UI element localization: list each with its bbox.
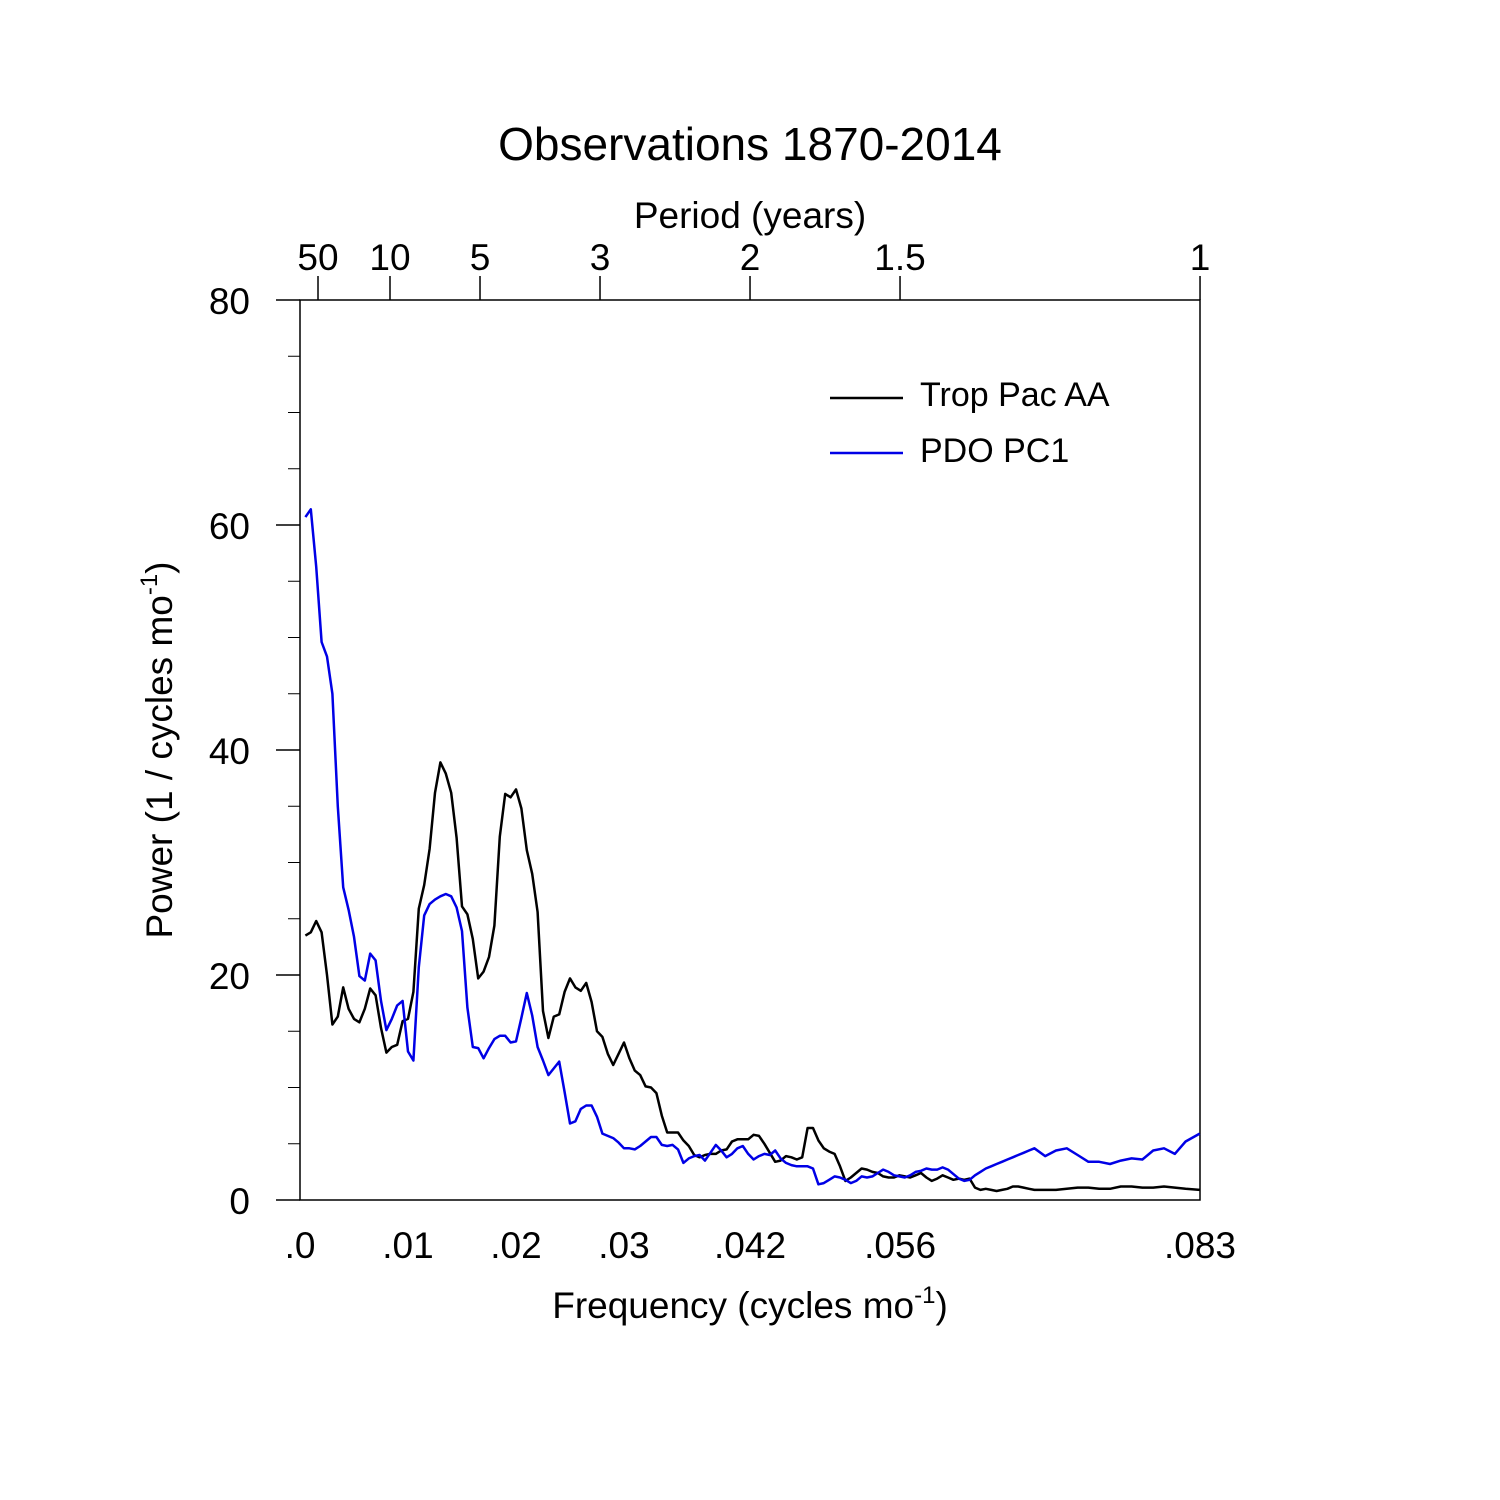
x-tick-label: .0 [285, 1225, 316, 1266]
x-tick-label: .01 [382, 1225, 433, 1266]
top-tick-label: 10 [369, 237, 410, 278]
top-tick-label: 2 [740, 237, 761, 278]
x-tick-label: .02 [490, 1225, 541, 1266]
series-line-pdo-pc1 [304, 508, 1201, 1186]
top-tick-label: 3 [590, 237, 611, 278]
y-tick-label: 0 [229, 1181, 250, 1222]
y-tick-label: 40 [209, 731, 250, 772]
x-tick-label: .03 [598, 1225, 649, 1266]
y-tick-label: 20 [209, 956, 250, 997]
y-tick-label: 80 [209, 281, 250, 322]
top-tick-label: 50 [297, 237, 338, 278]
y-tick-label: 60 [209, 506, 250, 547]
x-tick-label: .083 [1164, 1225, 1236, 1266]
x-tick-label: .042 [714, 1225, 786, 1266]
legend-label-pdo-pc1: PDO PC1 [920, 432, 1069, 470]
legend: Trop Pac AA PDO PC1 [830, 376, 1110, 470]
x-axis-label: Frequency (cycles mo-1) [552, 1282, 948, 1326]
top-tick-label: 1 [1190, 237, 1211, 278]
y-axis-label: Power (1 / cycles mo-1) [136, 561, 180, 938]
top-tick-label: 5 [470, 237, 491, 278]
series-line-trop-pac-aa [304, 761, 1200, 1193]
chart-title: Observations 1870-2014 [498, 118, 1002, 170]
legend-label-trop-pac-aa: Trop Pac AA [920, 376, 1110, 414]
top-tick-label: 1.5 [874, 237, 925, 278]
x-tick-label: .056 [864, 1225, 936, 1266]
top-axis-label: Period (years) [634, 195, 866, 236]
